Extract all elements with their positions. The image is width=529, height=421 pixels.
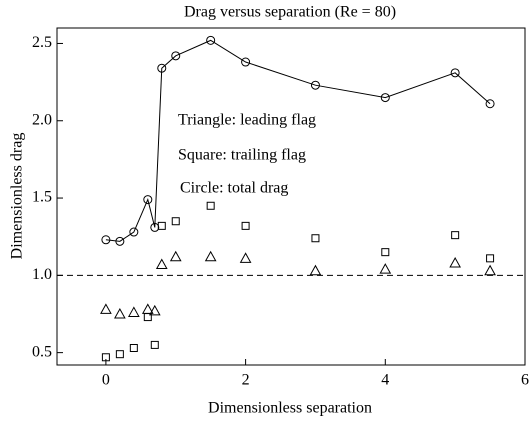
circle-marker	[310, 80, 320, 90]
annotation: Square: trailing flag	[178, 147, 306, 164]
y-tick-label: 2.0	[32, 111, 52, 128]
triangle-marker	[114, 307, 126, 319]
x-tick-label: 0	[102, 372, 110, 389]
circle-marker	[450, 68, 460, 78]
square-marker	[241, 221, 250, 230]
y-tick-label: 2.5	[32, 34, 52, 51]
triangle-marker	[127, 306, 140, 317]
circle-marker	[157, 63, 167, 73]
circle-marker	[129, 227, 139, 237]
triangle-marker	[148, 304, 161, 316]
circle-marker	[150, 222, 160, 232]
square-marker	[486, 254, 495, 263]
annotation: Circle: total drag	[180, 180, 288, 197]
circle-marker	[241, 57, 251, 67]
square-marker	[381, 248, 390, 257]
triangle-marker	[141, 303, 154, 314]
square-marker	[157, 221, 166, 230]
triangle-marker	[484, 264, 496, 276]
square-marker	[129, 343, 138, 352]
chart-title: Drag versus separation (Re = 80)	[184, 4, 396, 21]
triangle-marker	[155, 258, 168, 270]
circle-marker	[485, 99, 495, 109]
square-marker	[150, 340, 159, 349]
circle-marker	[115, 236, 125, 246]
triangle-marker	[379, 263, 392, 274]
y-tick-label: 0.5	[32, 343, 52, 360]
triangle-marker	[169, 250, 182, 262]
triangle-marker	[449, 256, 461, 268]
annotation: Triangle: leading flag	[178, 112, 316, 129]
triangle-marker	[309, 264, 322, 276]
triangle-marker	[204, 250, 217, 262]
square-marker	[311, 234, 320, 243]
y-axis-label: Dimensionless drag	[9, 133, 26, 260]
circle-marker	[101, 235, 111, 245]
x-tick-label: 6	[521, 372, 529, 389]
circle-marker	[143, 195, 153, 205]
circle-marker	[380, 93, 390, 103]
circle-marker	[171, 51, 181, 61]
y-tick-label: 1.0	[32, 266, 52, 283]
square-marker	[451, 231, 460, 240]
square-marker	[101, 353, 110, 362]
x-tick-label: 4	[381, 372, 389, 389]
x-axis-label: Dimensionless separation	[208, 400, 372, 417]
plot-frame	[56, 27, 526, 366]
square-marker	[115, 350, 124, 359]
circle-marker	[206, 35, 216, 45]
triangle-marker	[239, 252, 252, 263]
series-line	[105, 39, 491, 242]
square-marker	[206, 201, 215, 210]
triangle-marker	[100, 303, 112, 314]
y-tick-label: 1.5	[32, 189, 52, 206]
x-tick-label: 2	[242, 372, 250, 389]
square-marker	[171, 217, 180, 226]
